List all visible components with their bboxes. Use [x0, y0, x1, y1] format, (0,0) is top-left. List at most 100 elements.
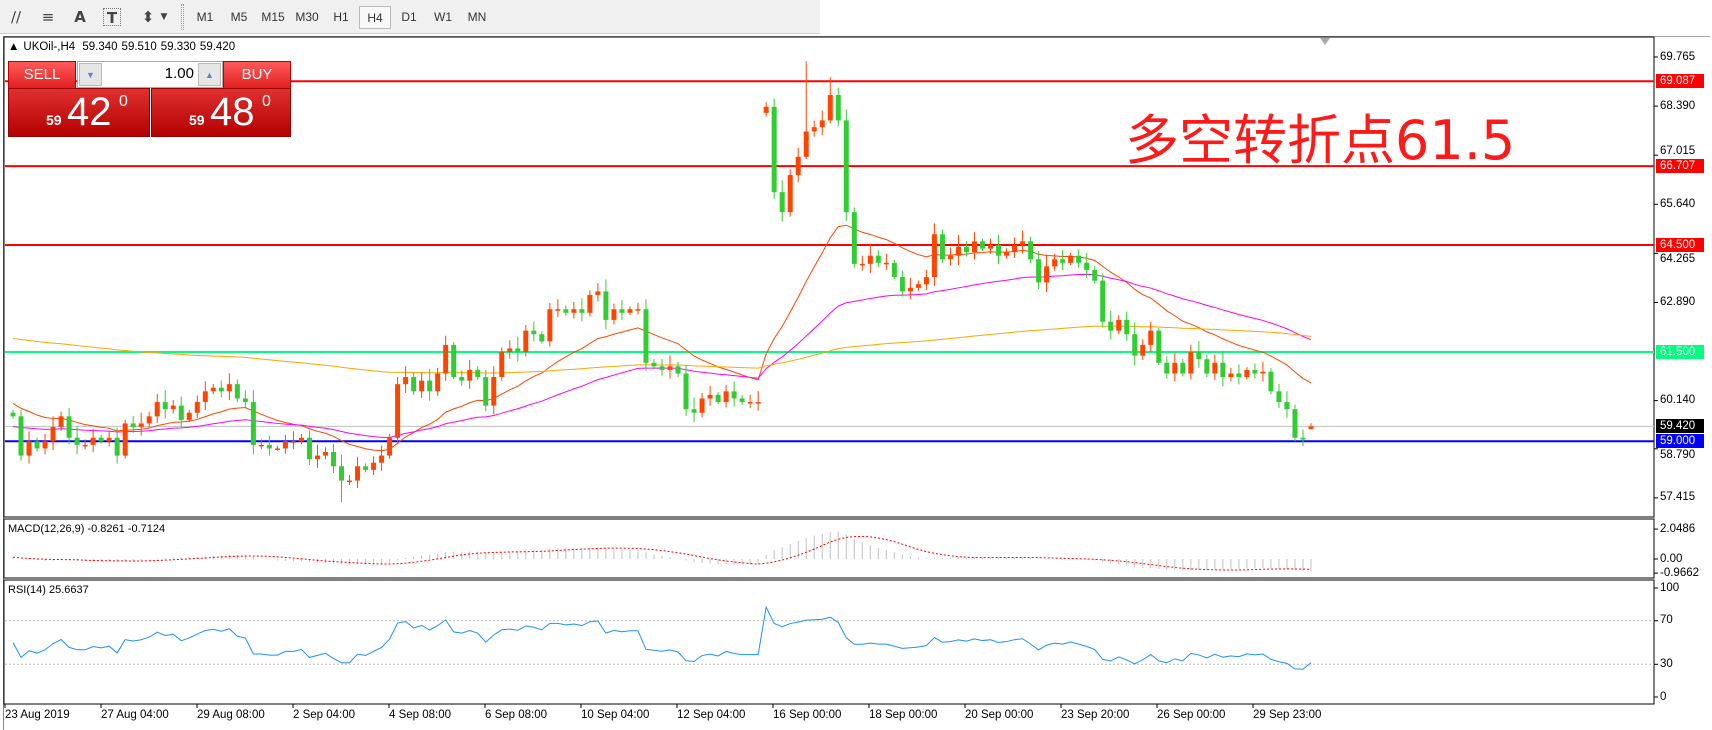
candle-body: [1084, 262, 1090, 270]
candle-body: [98, 437, 104, 442]
lot-increase-icon[interactable]: ▲: [198, 63, 221, 86]
candle: [523, 325, 529, 357]
lot-value[interactable]: 1.00: [164, 65, 194, 82]
candle-body: [795, 156, 801, 175]
candle: [106, 431, 112, 447]
price-axis-label: 69.765: [1660, 51, 1696, 63]
candle-body: [1204, 359, 1210, 374]
buy-price-small: 59: [189, 112, 205, 128]
text-label-icon[interactable]: T: [103, 8, 121, 27]
candle: [1292, 404, 1298, 442]
lot-decrease-icon[interactable]: ▼: [79, 63, 102, 86]
candle-body: [683, 373, 689, 410]
candle-body: [1308, 426, 1314, 430]
candle-body: [731, 391, 737, 399]
candle: [851, 207, 857, 268]
candle-body: [82, 444, 88, 447]
candle: [138, 412, 144, 436]
candle-body: [1124, 319, 1130, 335]
sell-button[interactable]: SELL: [8, 61, 76, 89]
text-icon[interactable]: A: [74, 8, 86, 26]
candle-body: [507, 348, 513, 353]
candle: [1188, 344, 1194, 380]
candle-body: [395, 384, 401, 438]
candle-body: [170, 405, 176, 410]
timeframe-w1[interactable]: W1: [434, 10, 452, 24]
candle-body: [1060, 259, 1066, 263]
rsi-pane-border: [3, 579, 1655, 705]
candle-body: [226, 384, 232, 392]
candle: [555, 299, 561, 318]
candle-body: [499, 352, 505, 378]
price-axis-label: 60.140: [1660, 394, 1696, 406]
candle: [1172, 352, 1178, 382]
sell-price-button[interactable]: 59 42 0: [8, 88, 150, 137]
candle: [146, 411, 152, 428]
candle: [1220, 350, 1226, 387]
candle-body: [955, 246, 961, 256]
candle: [587, 290, 593, 317]
candle-body: [827, 95, 833, 121]
gann-fan-icon[interactable]: ∕∕: [10, 8, 22, 26]
candle-body: [1236, 373, 1242, 378]
candle: [539, 331, 545, 344]
candle-body: [1076, 255, 1082, 263]
sell-price-small: 59: [46, 112, 62, 128]
candle: [491, 366, 497, 415]
candle-body: [330, 452, 336, 467]
candle: [10, 409, 16, 419]
candle-body: [371, 462, 377, 470]
candle-body: [42, 441, 48, 449]
candle-body: [1228, 373, 1234, 378]
sell-price-big: 42: [67, 90, 112, 134]
candle: [627, 306, 633, 316]
candle-body: [988, 244, 994, 249]
dropdown-arrow-icon[interactable]: ▼: [160, 12, 168, 22]
candle: [563, 305, 569, 316]
candle-body: [1172, 362, 1178, 374]
candle: [242, 390, 248, 409]
candle-body: [939, 234, 945, 260]
candle: [258, 439, 264, 450]
candle-body: [1284, 402, 1290, 410]
timeframe-d1[interactable]: D1: [401, 10, 417, 24]
buy-price-button[interactable]: 59 48 0: [151, 88, 291, 137]
candle-body: [1020, 241, 1026, 245]
candle: [787, 169, 793, 217]
timeframe-mn[interactable]: MN: [467, 10, 487, 24]
timeframe-m5[interactable]: M5: [230, 10, 248, 24]
candle: [827, 77, 833, 124]
candle-body: [427, 380, 433, 392]
level-price-tag: 64.500: [1656, 238, 1704, 252]
candle: [899, 270, 905, 297]
timeframe-h4[interactable]: H4: [359, 6, 391, 29]
timeframe-m15[interactable]: M15: [261, 10, 285, 24]
candle: [1308, 423, 1314, 430]
timeframe-m30[interactable]: M30: [295, 10, 319, 24]
candle-body: [883, 262, 889, 265]
candle-body: [595, 291, 601, 295]
collapse-triangle-icon[interactable]: ▲: [8, 41, 20, 53]
candle: [971, 232, 977, 260]
candle: [747, 394, 753, 408]
arrows-icon[interactable]: ⬍: [141, 8, 155, 26]
timeframe-m1[interactable]: M1: [196, 10, 214, 24]
candle: [1044, 254, 1050, 292]
lot-size-input[interactable]: ▼ 1.00 ▲: [77, 61, 223, 88]
buy-button[interactable]: BUY: [223, 61, 291, 89]
macd-title: MACD(12,26,9) -0.8261 -0.7124: [8, 523, 166, 535]
candle: [1284, 391, 1290, 418]
candle: [194, 395, 200, 418]
candle: [931, 223, 937, 286]
candle-body: [491, 377, 497, 406]
candle: [1196, 341, 1202, 368]
candle-body: [10, 412, 16, 417]
candle-body: [747, 402, 753, 404]
timeframe-h1[interactable]: H1: [333, 10, 349, 24]
date-axis-label: 23 Sep 20:00: [1061, 709, 1130, 721]
fibonacci-icon[interactable]: ≡: [41, 8, 55, 26]
candle: [707, 385, 713, 406]
candle: [499, 347, 505, 381]
level-price-tag: 61.500: [1656, 345, 1704, 359]
